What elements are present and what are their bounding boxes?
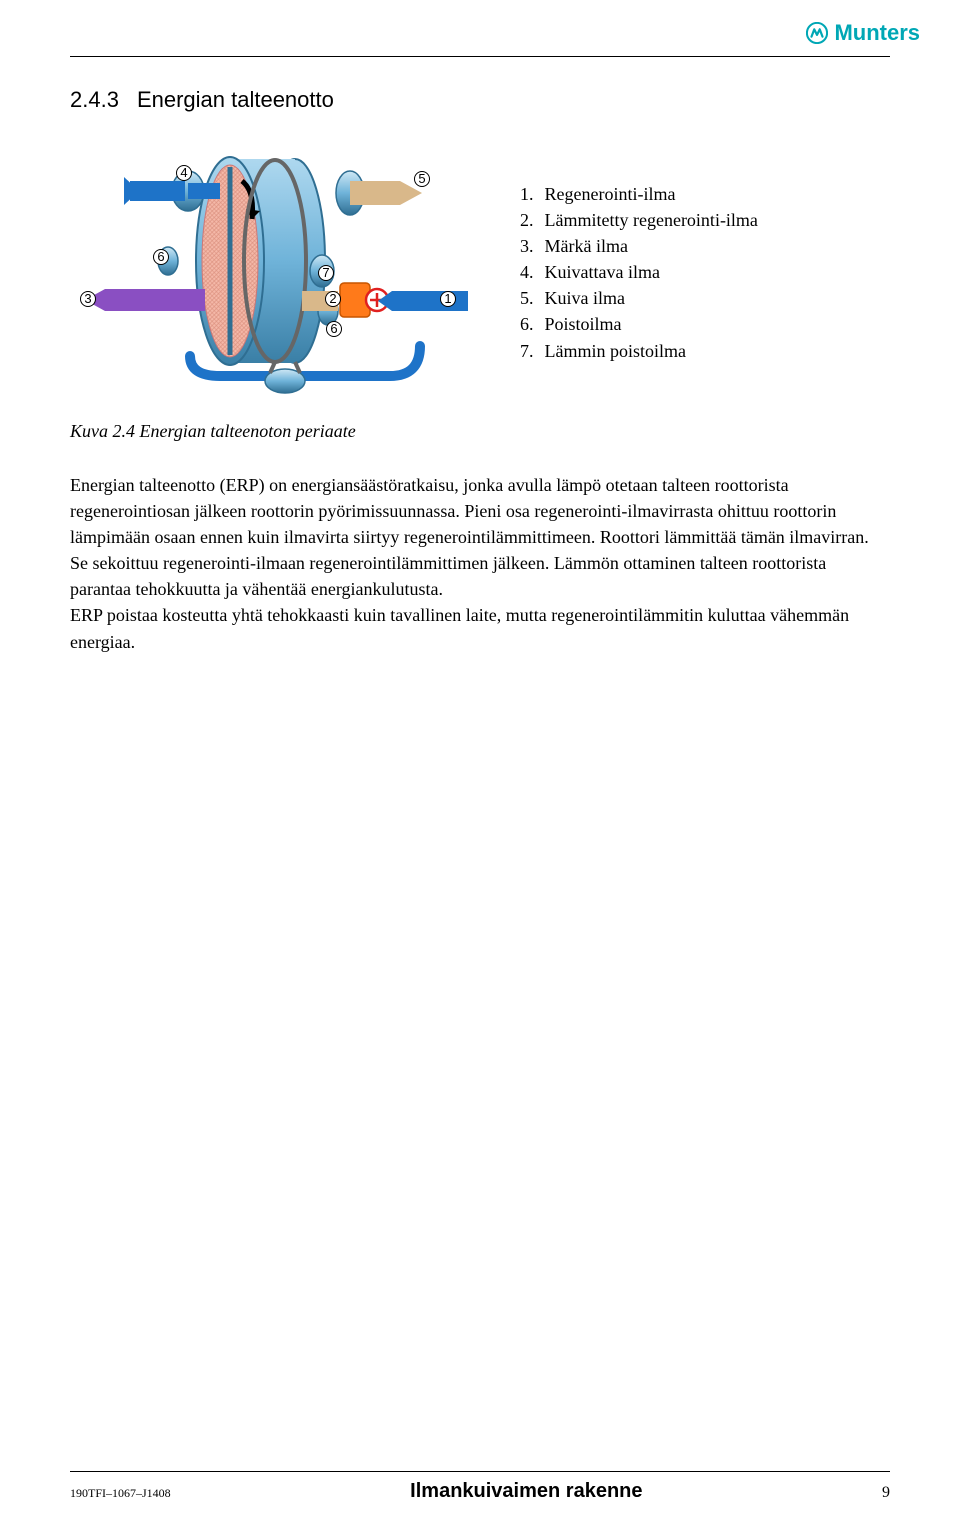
brand-logo: Munters xyxy=(806,20,920,46)
legend-item: 7. Lämmin poistoilma xyxy=(520,338,890,364)
figure-legend: 1. Regenerointi-ilma 2. Lämmitetty regen… xyxy=(520,141,890,364)
figure-callout: 1 xyxy=(440,291,456,307)
page-footer: 190TFI–1067–J1408 Ilmankuivaimen rakenne… xyxy=(0,1471,960,1533)
figure-callout: 6 xyxy=(326,321,342,337)
legend-item: 2. Lämmitetty regenerointi-ilma xyxy=(520,207,890,233)
figure-callout: 4 xyxy=(176,165,192,181)
page-content: 2.4.3 Energian talteenotto xyxy=(0,57,960,655)
figure-callout: 5 xyxy=(414,171,430,187)
section-number: 2.4.3 xyxy=(70,87,119,112)
paragraph: Energian talteenotto (ERP) on energiansä… xyxy=(70,472,890,602)
paragraph: ERP poistaa kosteutta yhtä tehokkaasti k… xyxy=(70,602,890,654)
brand-logo-icon xyxy=(806,22,828,44)
legend-item: 3. Märkä ilma xyxy=(520,233,890,259)
brand-name: Munters xyxy=(834,20,920,46)
section-title: Energian talteenotto xyxy=(137,87,334,112)
section-heading: 2.4.3 Energian talteenotto xyxy=(70,87,890,113)
legend-item: 5. Kuiva ilma xyxy=(520,285,890,311)
figure-caption: Kuva 2.4 Energian talteenoton periaate xyxy=(70,421,890,442)
figure-diagram: 4 5 6 3 7 2 1 6 xyxy=(70,141,480,401)
legend-item: 6. Poistoilma xyxy=(520,311,890,337)
header: Munters xyxy=(0,0,960,56)
legend-item: 4. Kuivattava ilma xyxy=(520,259,890,285)
figure-callout: 3 xyxy=(80,291,96,307)
page-number: 9 xyxy=(882,1484,890,1502)
footer-rule xyxy=(70,1471,890,1472)
body-text: Energian talteenotto (ERP) on energiansä… xyxy=(70,472,890,655)
legend-item: 1. Regenerointi-ilma xyxy=(520,181,890,207)
figure-callout: 6 xyxy=(153,249,169,265)
document-reference: 190TFI–1067–J1408 xyxy=(70,1486,171,1501)
footer-title: Ilmankuivaimen rakenne xyxy=(410,1480,642,1503)
figure-row: 4 5 6 3 7 2 1 6 1. Regenerointi-ilma 2. … xyxy=(70,141,890,401)
figure-callout: 2 xyxy=(325,291,341,307)
figure-callout: 7 xyxy=(318,265,334,281)
